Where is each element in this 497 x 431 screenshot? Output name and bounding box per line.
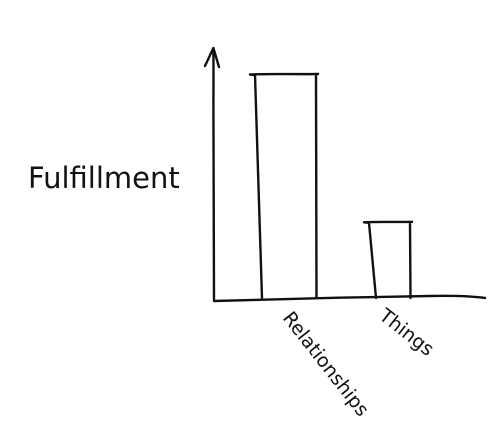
y-axis-arrowhead (203, 46, 221, 69)
bar-relationships (248, 72, 320, 300)
y-axis (212, 48, 216, 302)
y-axis-label: Fulfillment (28, 161, 180, 195)
bar-things (362, 220, 414, 300)
x-tick-labels: Relationships Things (278, 304, 438, 421)
x-tick-label-relationships: Relationships (278, 308, 373, 421)
x-tick-label-things: Things (374, 304, 438, 361)
bars (248, 72, 414, 300)
x-axis (212, 294, 487, 303)
